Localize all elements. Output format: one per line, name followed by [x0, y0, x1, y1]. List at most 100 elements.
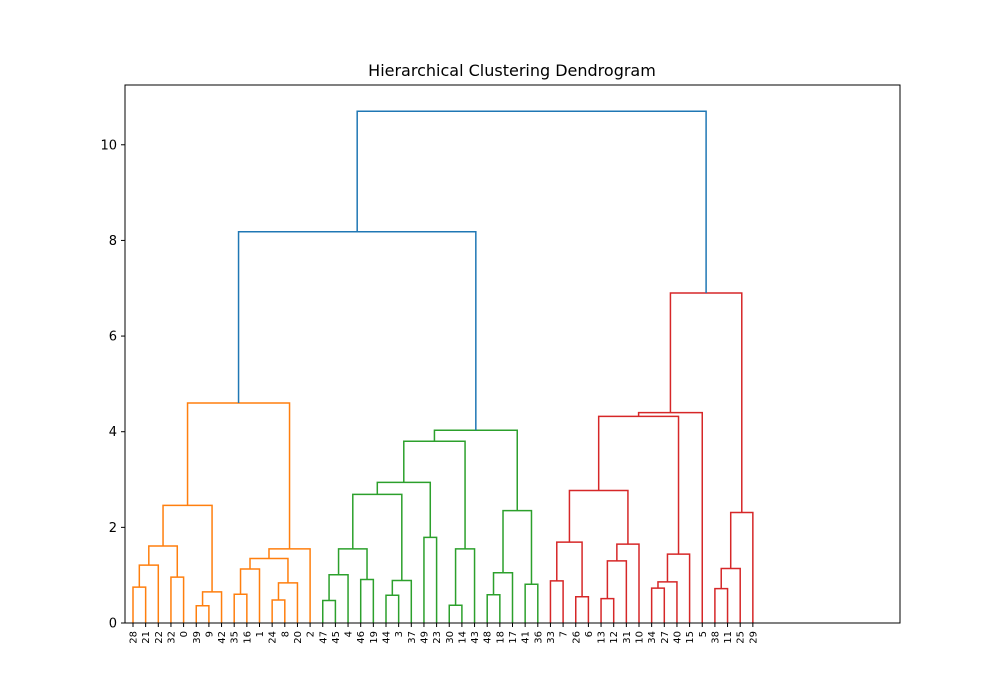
x-tick-label: 4 — [344, 631, 355, 637]
x-tick-label: 28 — [129, 631, 140, 644]
dendrogram-link-20 — [352, 493, 403, 581]
dendrogram-link-5 — [201, 591, 223, 623]
x-tick-label: 17 — [508, 631, 519, 644]
dendrogram-link-0 — [132, 586, 147, 623]
x-tick-label: 35 — [230, 631, 241, 644]
x-tick-label: 12 — [609, 631, 620, 644]
dendrogram-link-42 — [597, 415, 680, 555]
x-tick-label: 24 — [268, 631, 279, 644]
x-tick-label: 2 — [306, 631, 317, 637]
x-tick-label: 27 — [660, 631, 671, 644]
dendrogram-link-8 — [239, 568, 261, 623]
dendrogram-link-12 — [268, 548, 311, 623]
y-tick-label: 0 — [109, 617, 117, 632]
x-tick-label: 19 — [369, 631, 380, 644]
x-tick-label: 23 — [432, 631, 443, 644]
dendrogram-link-2 — [170, 576, 185, 623]
dendrogram-link-44 — [714, 587, 729, 623]
dendrogram-link-24 — [454, 548, 476, 623]
dendrogram-link-30 — [433, 429, 518, 511]
x-tick-label: 6 — [584, 631, 595, 637]
dendrogram-link-14 — [322, 599, 337, 623]
dendrogram-link-7 — [233, 593, 248, 623]
dendrogram-link-31 — [237, 231, 477, 431]
dendrogram-link-3 — [148, 545, 179, 578]
dendrogram-link-16 — [359, 578, 375, 623]
x-tick-label: 44 — [382, 631, 393, 644]
dendrogram-link-28 — [524, 583, 539, 623]
x-tick-label: 10 — [635, 631, 646, 644]
dendrogram-link-27 — [492, 572, 514, 623]
dendrogram-links — [132, 110, 754, 623]
x-tick-label: 8 — [280, 631, 291, 637]
dendrogram-link-18 — [385, 594, 400, 623]
dendrogram-link-22 — [376, 481, 432, 538]
x-tick-label: 1 — [255, 631, 266, 637]
x-tick-label: 7 — [559, 631, 570, 637]
x-tick-label: 42 — [217, 631, 228, 644]
chart-title: Hierarchical Clustering Dendrogram — [368, 61, 656, 80]
x-tick-label: 49 — [419, 631, 430, 644]
dendrogram-link-48 — [356, 110, 707, 294]
dendrogram-link-35 — [600, 597, 615, 623]
plot-frame — [124, 84, 901, 624]
x-tick-label: 21 — [141, 631, 152, 644]
x-tick-label: 34 — [647, 631, 658, 644]
dendrogram-link-43 — [637, 411, 703, 623]
dendrogram-link-21 — [423, 536, 438, 623]
y-tick-label: 4 — [109, 425, 117, 440]
dendrogram-link-25 — [403, 440, 466, 549]
x-tick-label: 26 — [571, 631, 582, 644]
x-tick-label: 33 — [546, 631, 557, 644]
x-tick-label: 29 — [748, 631, 759, 644]
dendrogram-link-37 — [616, 543, 640, 623]
x-tick-label: 46 — [356, 631, 367, 644]
x-tick-label: 14 — [457, 631, 468, 644]
x-tick-label: 32 — [166, 631, 177, 644]
dendrogram-link-26 — [486, 594, 501, 623]
x-tick-label: 3 — [394, 631, 405, 637]
dendrogram-link-41 — [666, 553, 691, 623]
dendrogram-link-9 — [271, 599, 286, 623]
y-axis: 0 2 4 6 8 10 — [100, 138, 125, 632]
dendrogram-link-1 — [138, 564, 160, 623]
x-tick-label: 16 — [242, 631, 253, 644]
dendrogram-link-15 — [328, 573, 349, 623]
x-tick-label: 48 — [483, 631, 494, 644]
x-tick-label: 9 — [204, 631, 215, 637]
dendrogram-link-19 — [391, 579, 413, 623]
dendrogram-link-4 — [195, 605, 210, 623]
dendrogram-link-36 — [606, 560, 628, 623]
x-tick-label: 22 — [154, 631, 165, 644]
dendrogram-link-47 — [669, 292, 743, 513]
x-tick-label: 31 — [622, 631, 633, 644]
x-tick-label: 20 — [293, 631, 304, 644]
dendrogram-link-34 — [556, 541, 583, 597]
x-tick-label: 30 — [445, 631, 456, 644]
dendrogram-link-33 — [575, 595, 590, 623]
x-tick-label: 36 — [533, 631, 544, 644]
x-tick-label: 39 — [192, 631, 203, 644]
dendrogram-link-23 — [448, 604, 463, 623]
dendrogram-link-13 — [186, 402, 291, 549]
x-tick-label: 38 — [710, 631, 721, 644]
x-tick-label: 11 — [723, 631, 734, 644]
x-tick-label: 13 — [597, 631, 608, 644]
dendrogram-link-38 — [568, 489, 629, 545]
x-tick-label: 37 — [407, 631, 418, 644]
y-tick-label: 10 — [100, 138, 117, 153]
dendrogram-link-10 — [277, 582, 299, 623]
y-tick-label: 8 — [109, 234, 117, 249]
x-tick-label: 40 — [672, 631, 683, 644]
dendrogram-link-11 — [249, 557, 289, 583]
x-tick-label: 18 — [495, 631, 506, 644]
x-tick-label: 45 — [331, 631, 342, 644]
y-tick-label: 2 — [109, 521, 117, 536]
x-tick-label: 47 — [318, 631, 329, 644]
x-tick-label: 25 — [736, 631, 747, 644]
dendrogram-link-45 — [720, 567, 741, 623]
x-tick-label: 43 — [470, 631, 481, 644]
x-tick-label: 0 — [179, 631, 190, 637]
x-tick-label: 5 — [698, 631, 709, 637]
